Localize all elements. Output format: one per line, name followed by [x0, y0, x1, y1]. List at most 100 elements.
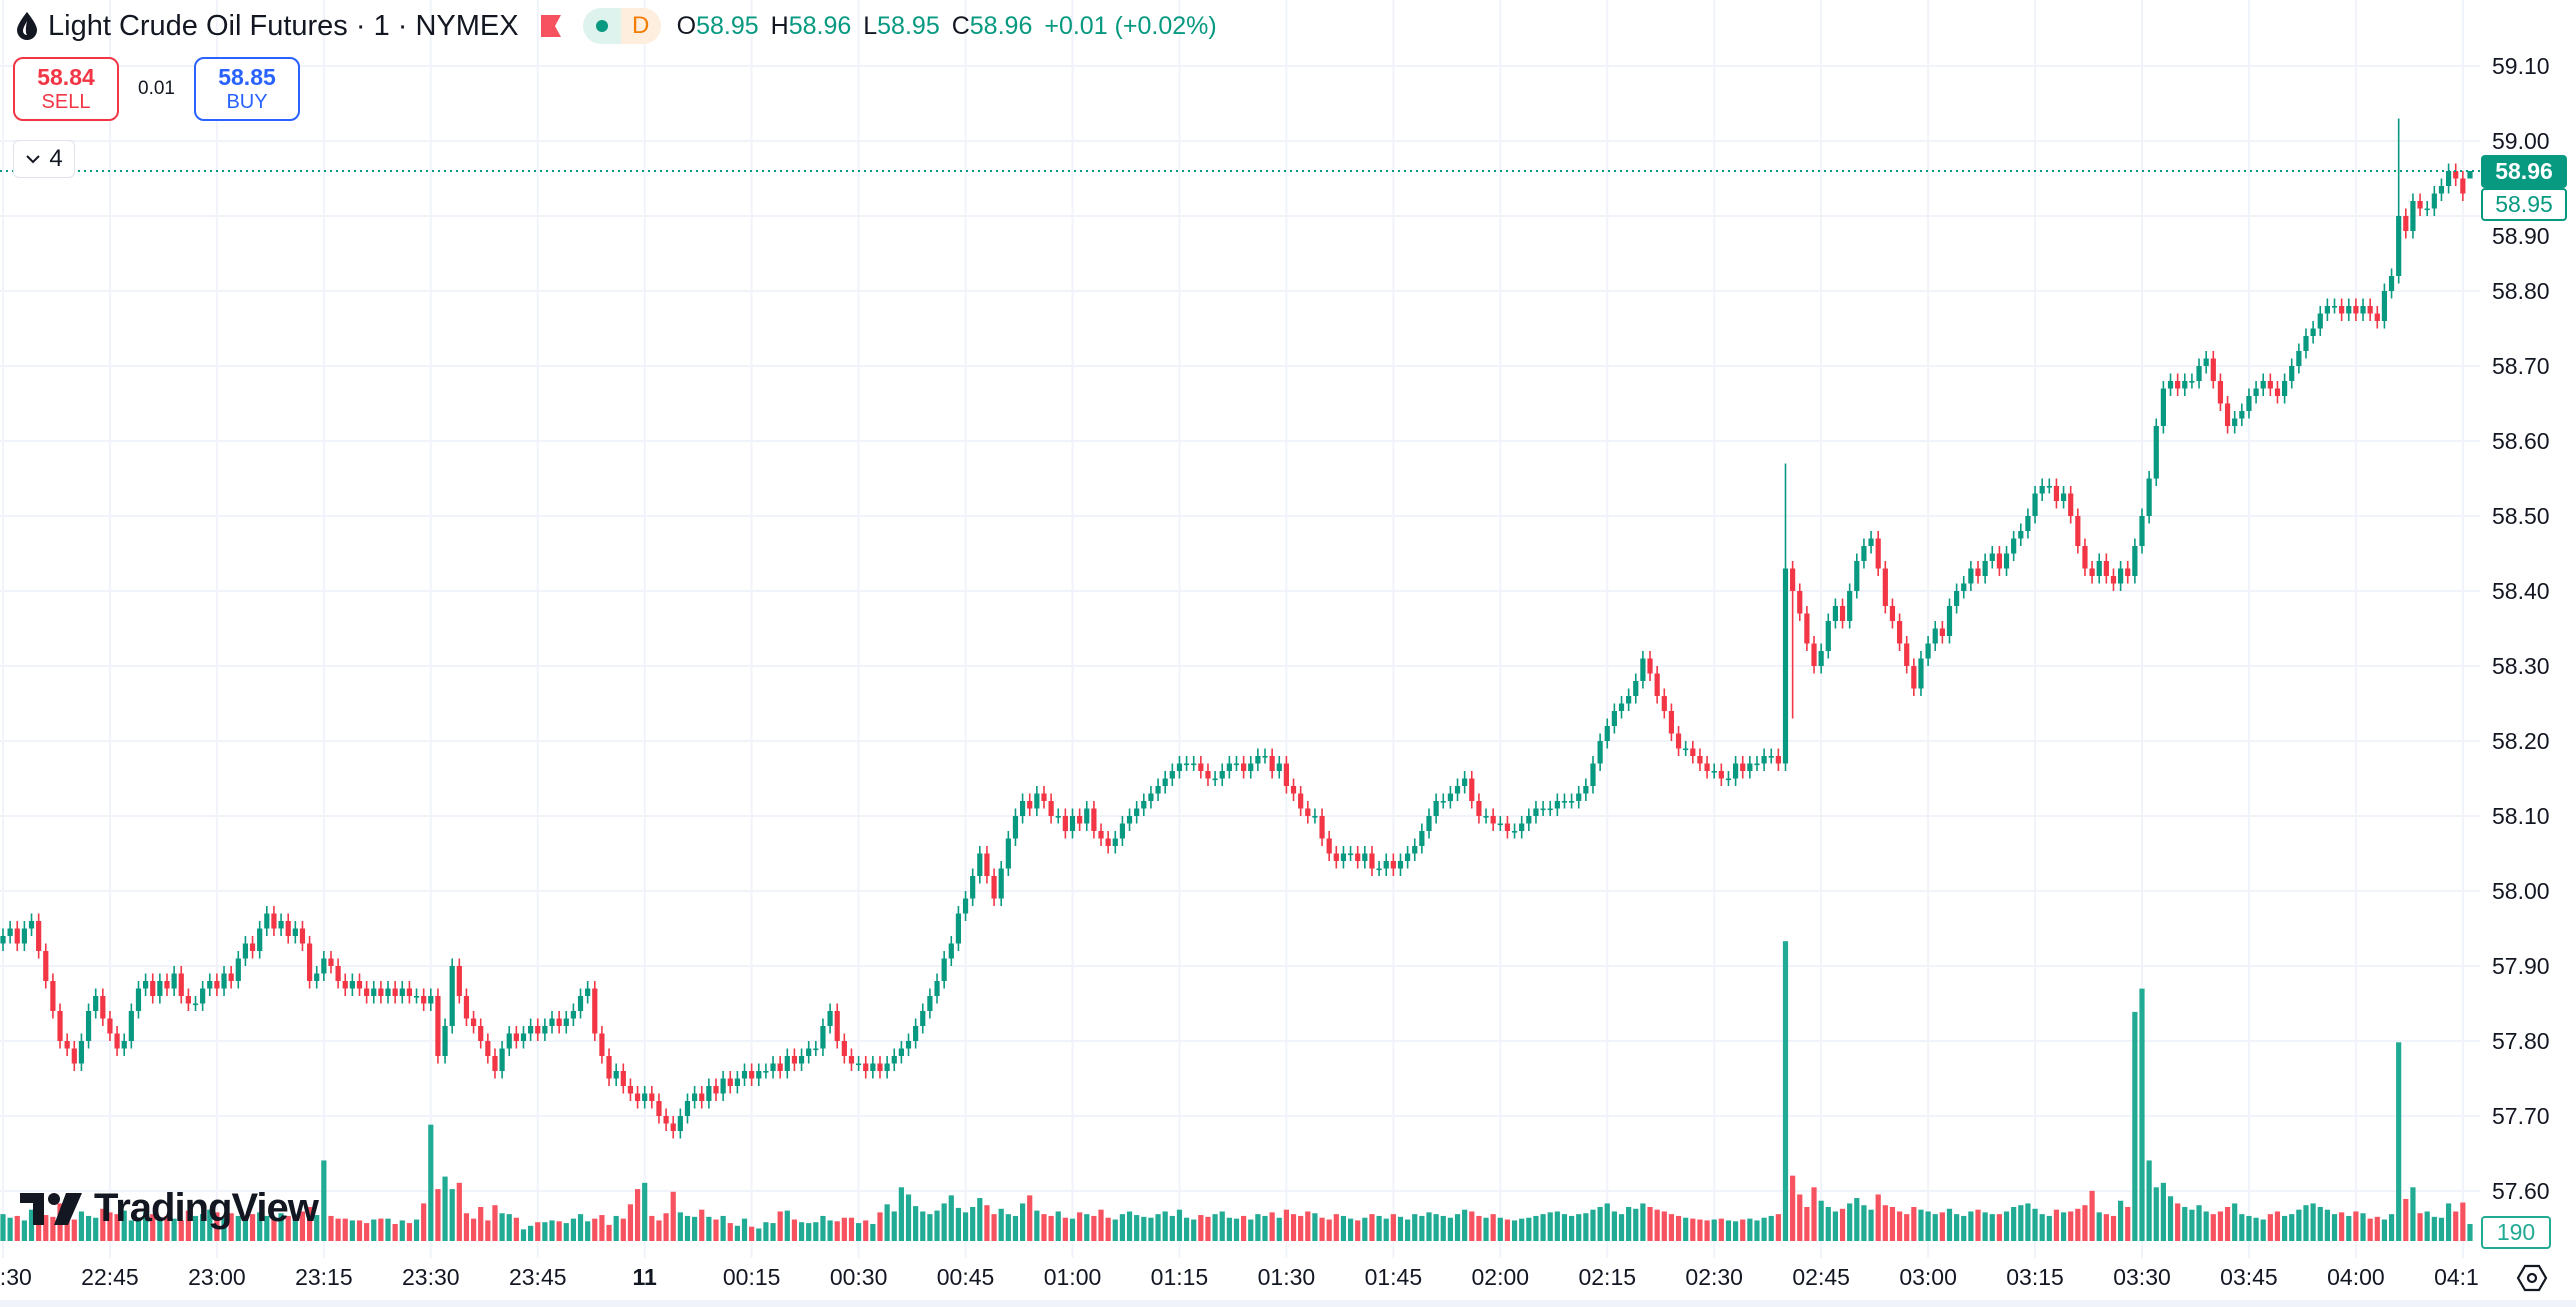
volume-bar — [1954, 1214, 1960, 1241]
candle-body — [1226, 763, 1232, 771]
oil-drop-icon — [17, 12, 37, 40]
candle-body — [143, 981, 149, 989]
candle-body — [1747, 763, 1753, 771]
candle-body — [1740, 763, 1746, 771]
settings-hexagon-icon[interactable] — [2516, 1262, 2548, 1294]
volume-bar — [1134, 1215, 1140, 1241]
volume-bar — [2467, 1223, 2473, 1241]
candle-body — [1454, 786, 1461, 794]
candle-body — [1469, 778, 1475, 801]
volume-bar — [1647, 1206, 1653, 1241]
candle-body — [2139, 516, 2145, 546]
volume-bar — [1989, 1214, 1995, 1241]
candle-body — [1269, 756, 1275, 771]
volume-bar — [606, 1224, 612, 1241]
volume-bar — [128, 1220, 134, 1241]
candle-body — [1312, 816, 1318, 818]
candle-body — [2039, 486, 2045, 494]
candle-body — [314, 973, 320, 981]
volume-bar — [1141, 1216, 1147, 1241]
sell-price: 58.84 — [37, 64, 95, 90]
tradingview-logo[interactable]: TradingView — [20, 1186, 319, 1231]
market-status-pill[interactable]: D — [582, 8, 661, 44]
candle-body — [2196, 366, 2202, 381]
candle-body — [1533, 808, 1539, 816]
indicators-toggle-button[interactable]: 4 — [13, 140, 75, 178]
candle-body — [1704, 763, 1710, 771]
candle-body — [485, 1041, 491, 1056]
volume-bar — [1768, 1215, 1774, 1241]
volume-bar — [1497, 1217, 1503, 1241]
candle-body — [150, 981, 156, 996]
candle-body — [171, 973, 177, 989]
candle-body — [1804, 613, 1810, 644]
volume-bar — [642, 1182, 648, 1241]
time-axis-label: 23:15 — [295, 1264, 353, 1290]
spread-value: 0.01 — [138, 78, 175, 99]
volume-bar — [1340, 1215, 1347, 1241]
volume-bar — [1526, 1217, 1532, 1241]
candle-body — [356, 981, 363, 989]
volume-bar — [378, 1218, 384, 1241]
candle-body — [863, 1063, 869, 1071]
buy-button[interactable]: 58.85 BUY — [194, 57, 300, 121]
flag-icon[interactable] — [539, 13, 563, 39]
volume-bar — [21, 1220, 27, 1241]
candle-body — [14, 928, 20, 944]
candle-body — [228, 973, 234, 981]
volume-bar — [1019, 1203, 1026, 1241]
volume-bar — [1298, 1215, 1304, 1241]
volume-bar — [1604, 1203, 1610, 1241]
candle-body — [663, 1116, 669, 1124]
candle-body — [107, 1018, 113, 1034]
volume-bar — [2232, 1203, 2238, 1241]
volume-bar — [542, 1222, 548, 1241]
candle-body — [841, 1041, 847, 1056]
candle-body — [21, 928, 27, 944]
volume-bar — [2217, 1211, 2224, 1241]
sell-button[interactable]: 58.84 SELL — [13, 57, 119, 121]
candle-body — [2075, 516, 2081, 546]
candle-body — [2324, 306, 2330, 314]
candle-body — [1939, 628, 1945, 636]
candle-body — [2153, 426, 2159, 479]
volume-bar — [820, 1215, 826, 1241]
time-axis-label: 02:45 — [1792, 1264, 1850, 1290]
candle-body — [806, 1048, 812, 1056]
volume-bar — [1091, 1215, 1097, 1241]
volume-bar — [2053, 1209, 2060, 1241]
volume-bar — [734, 1225, 740, 1241]
volume-bar — [1162, 1211, 1168, 1241]
symbol-title[interactable]: Light Crude Oil Futures · 1 · NYMEX — [48, 9, 519, 42]
volume-bar — [827, 1220, 833, 1241]
candle-body — [207, 981, 213, 989]
candle-body — [2103, 561, 2109, 576]
candle-body — [613, 1071, 619, 1079]
low-label: L — [863, 11, 878, 40]
volume-bar — [435, 1189, 441, 1241]
volume-bar — [556, 1221, 562, 1241]
volume-bar — [1069, 1218, 1076, 1241]
time-axis[interactable]: 22:30 22:45 23:00 23:15 23:30 23:45 11 00:15 00:… — [0, 1258, 2480, 1298]
candle-body — [927, 996, 933, 1011]
volume-bar — [2039, 1214, 2045, 1241]
price-axis-label: 57.70 — [2492, 1103, 2550, 1129]
volume-bar — [2110, 1215, 2117, 1241]
candle-body — [1590, 763, 1596, 786]
candle-body — [984, 853, 990, 876]
candle-body — [2360, 306, 2366, 314]
volume-bar — [727, 1223, 733, 1241]
volume-bar — [706, 1216, 712, 1241]
candle-body — [2467, 171, 2473, 179]
candle-body — [2431, 193, 2437, 209]
volume-bar — [1583, 1213, 1589, 1241]
volume-bar — [2317, 1206, 2323, 1241]
candle-body — [1298, 793, 1304, 809]
volume-bar — [977, 1198, 983, 1241]
volume-bar — [1126, 1211, 1133, 1241]
candle-body — [192, 1003, 199, 1006]
candle-body — [1797, 591, 1803, 614]
volume-bar — [1169, 1215, 1175, 1241]
volume-bar — [1797, 1194, 1803, 1241]
